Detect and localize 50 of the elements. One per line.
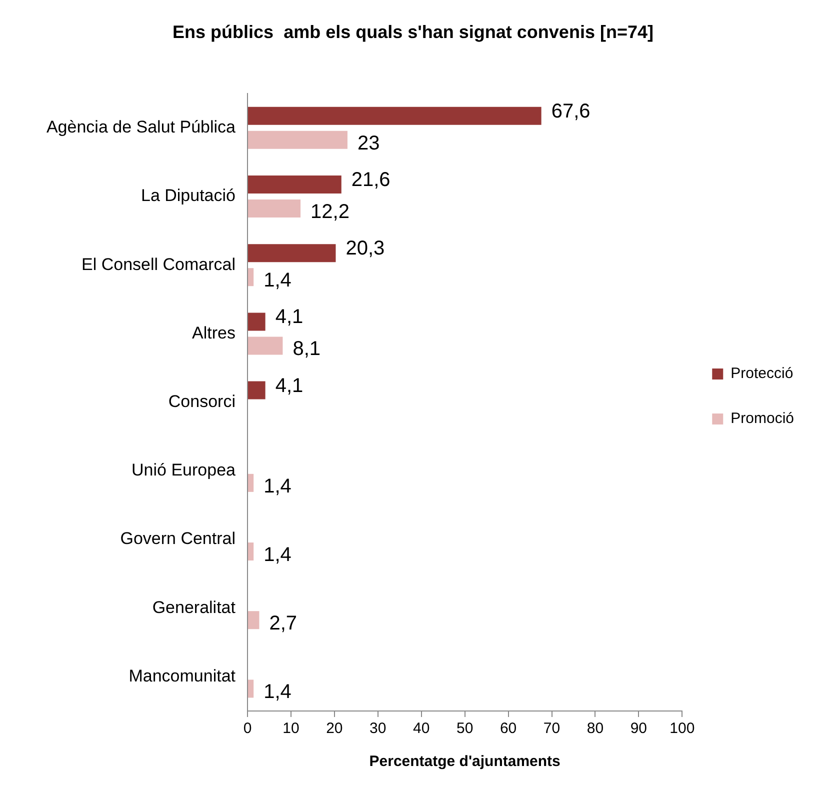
y-tick-label: Agència de Salut Pública (46, 118, 236, 137)
x-tick-label: 30 (370, 720, 386, 738)
x-tick-label: 60 (500, 720, 517, 738)
x-axis-title: Percentatge d'ajuntaments (369, 753, 560, 770)
legend-label: Promoció (730, 410, 794, 428)
x-tick-label: 80 (586, 720, 604, 738)
x-tick-label: 100 (670, 720, 695, 738)
data-label: 12,2 (310, 201, 350, 224)
y-tick-label: Altres (192, 323, 236, 342)
legend-label: Protecció (730, 365, 794, 382)
bar (248, 336, 283, 355)
x-tick-label: 10 (282, 720, 300, 738)
data-label: 4,1 (275, 374, 304, 397)
x-tick-label: 20 (326, 720, 343, 738)
y-tick-label: Generalitat (152, 598, 236, 617)
data-label: 4,1 (275, 306, 304, 328)
data-label: 1,4 (264, 681, 292, 704)
bar (248, 312, 266, 331)
bar (248, 175, 342, 194)
y-tick-label: Consorci (168, 392, 236, 411)
y-tick-label: Govern Central (120, 529, 236, 548)
bar (248, 106, 542, 125)
data-label: 1,4 (264, 270, 292, 292)
chart-title: Ens públics amb els quals s'han signat convenis [n=74] (172, 22, 654, 42)
data-label: 8,1 (292, 338, 321, 360)
data-label: 67,6 (551, 100, 590, 122)
data-label: 1,4 (264, 475, 292, 498)
bar (248, 542, 254, 561)
data-label: 2,7 (269, 612, 298, 635)
y-tick-label: Unió Europea (132, 460, 236, 480)
x-tick-label: 70 (543, 720, 560, 738)
bar (248, 244, 336, 262)
y-tick-label: Mancomunitat (128, 666, 236, 686)
y-tick-label: La Diputació (140, 186, 236, 206)
data-label: 23 (357, 132, 380, 154)
bar (248, 200, 301, 218)
y-tick-label: El Consell Comarcal (82, 254, 236, 274)
data-label: 20,3 (346, 238, 385, 260)
bar (248, 680, 254, 698)
x-tick-label: 90 (630, 720, 648, 738)
bar (248, 611, 260, 630)
bar (248, 268, 254, 286)
data-label: 21,6 (351, 169, 390, 192)
x-tick-label: 50 (456, 720, 474, 738)
bar (248, 474, 254, 492)
data-label: 1,4 (264, 544, 292, 566)
bar (248, 381, 266, 400)
bar (248, 130, 348, 149)
x-tick-label: 0 (243, 720, 252, 738)
x-tick-label: 40 (413, 720, 430, 738)
